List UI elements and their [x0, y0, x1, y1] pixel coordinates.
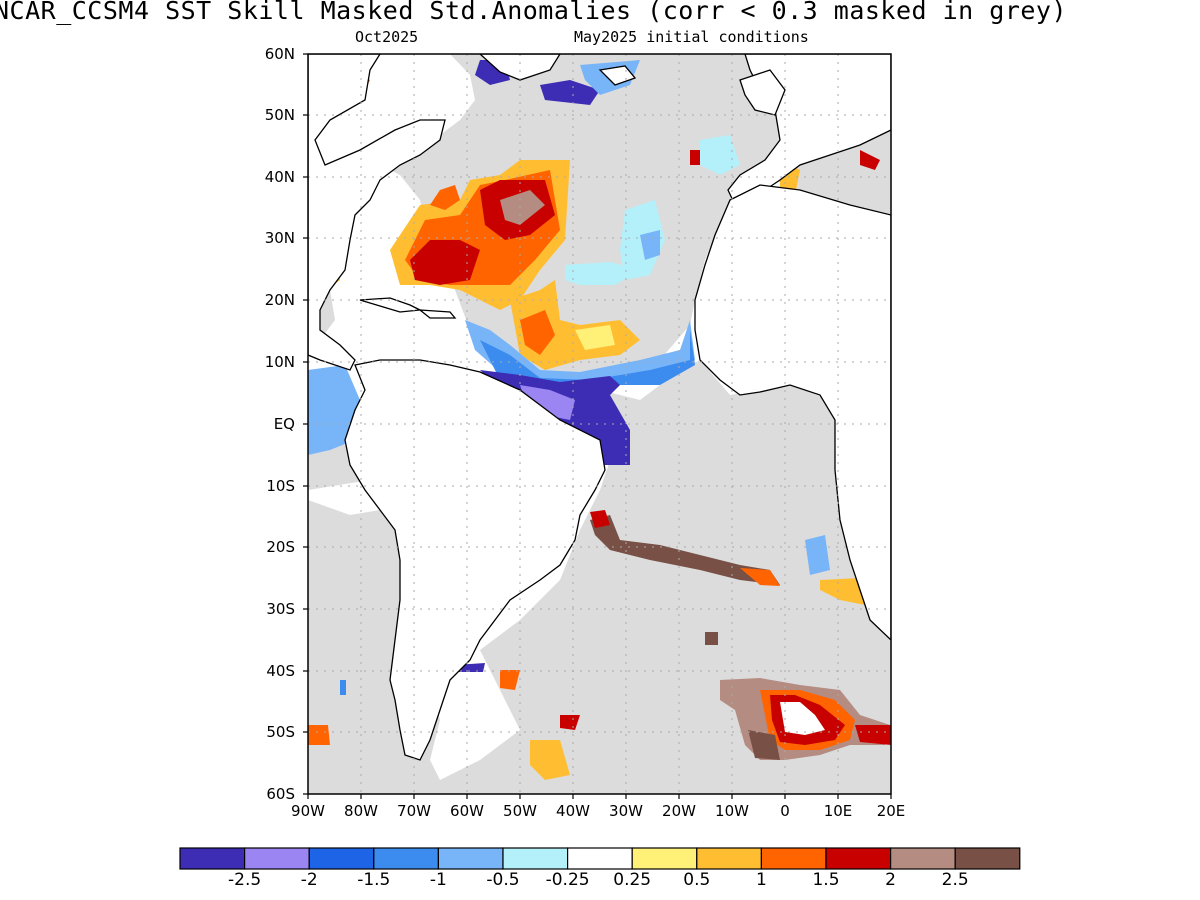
lon-label-80w: 80W: [344, 802, 378, 820]
lat-label-40n: 40N: [264, 168, 295, 186]
lon-label-20w: 20W: [662, 802, 696, 820]
colorbar-label: 0.25: [613, 870, 652, 890]
colorbar-label: -2.5: [228, 870, 262, 890]
lon-label-20e: 20E: [876, 802, 906, 820]
colorbar-label: -0.25: [545, 870, 590, 890]
anomaly-patches: [308, 60, 891, 780]
colorbar-label: 2.5: [941, 870, 969, 890]
colorbar-label: 1.5: [812, 870, 840, 890]
colorbar-label: -2: [300, 870, 318, 890]
lat-label-30n: 30N: [264, 229, 295, 247]
lat-label-40s: 40S: [266, 662, 295, 680]
lat-label-30s: 30S: [266, 600, 295, 618]
land: [308, 54, 891, 761]
lat-label-20n: 20N: [264, 291, 295, 309]
colorbar-label: -1.5: [357, 870, 391, 890]
lon-label-10e: 10E: [823, 802, 853, 820]
lon-label-70w: 70W: [397, 802, 431, 820]
map-title: NCAR_CCSM4 SST Skill Masked Std.Anomalie…: [0, 0, 1068, 25]
lon-label-50w: 50W: [503, 802, 537, 820]
initial-conditions-label: May2025 initial conditions: [574, 28, 809, 46]
lon-label-0: 0: [780, 802, 790, 820]
colorbar-label: -0.5: [486, 870, 520, 890]
colorbar-label: 2: [885, 870, 896, 890]
colorbar-label: -1: [429, 870, 447, 890]
lat-label-eq: EQ: [273, 415, 295, 433]
lon-label-30w: 30W: [609, 802, 643, 820]
axis-ticks: [303, 53, 892, 799]
lon-label-90w: 90W: [291, 802, 325, 820]
colorbar-label: 0.5: [683, 870, 711, 890]
lat-label-20s: 20S: [266, 538, 295, 556]
lon-label-60w: 60W: [450, 802, 484, 820]
lat-label-50s: 50S: [266, 723, 295, 741]
lat-label-10s: 10S: [266, 477, 295, 495]
lon-label-40w: 40W: [556, 802, 590, 820]
lat-label-60s: 60S: [266, 785, 295, 803]
lon-label-10w: 10W: [715, 802, 749, 820]
gridlines: [308, 54, 891, 794]
lat-label-50n: 50N: [264, 106, 295, 124]
lat-label-10n: 10N: [264, 353, 295, 371]
colorbar-label: 1: [755, 870, 767, 890]
lat-label-60n: 60N: [264, 45, 295, 63]
forecast-month: Oct2025: [355, 28, 419, 46]
